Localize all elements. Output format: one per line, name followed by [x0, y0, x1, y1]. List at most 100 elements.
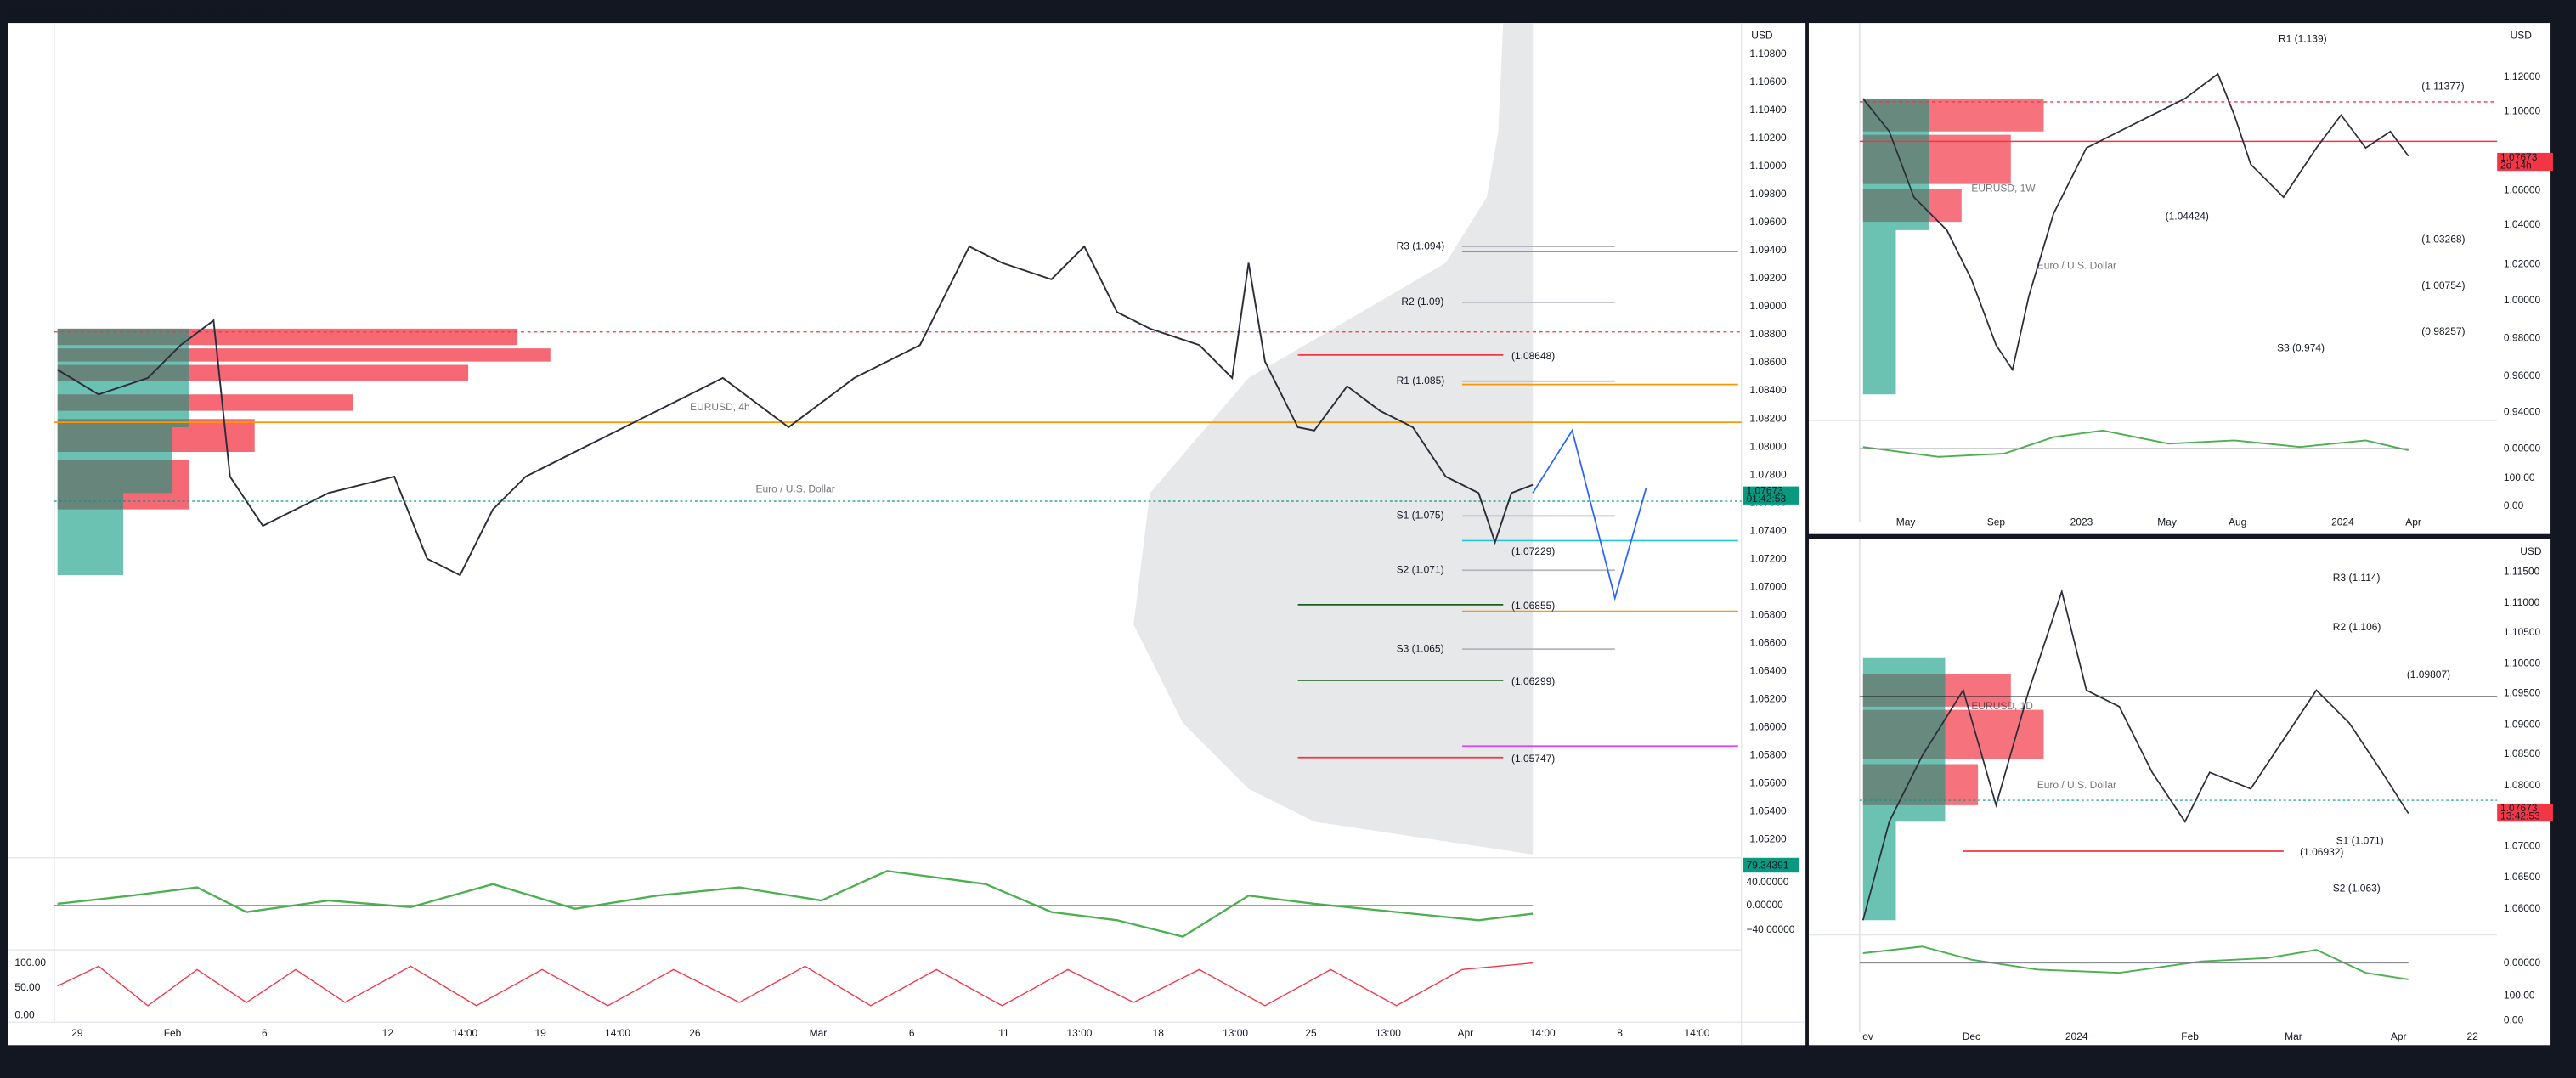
price-label: 1.07400: [1749, 524, 1787, 536]
time-label: 19: [535, 1027, 547, 1039]
level-label: (1.04424): [2166, 211, 2209, 223]
price-label: 1.10000: [2504, 658, 2541, 669]
time-label: 14:00: [605, 1027, 630, 1039]
level-label: R2 (1.106): [2333, 621, 2381, 633]
time-label: 6: [262, 1027, 268, 1039]
price-label: 0.94000: [2504, 406, 2541, 418]
time-label: 13:00: [1223, 1027, 1248, 1039]
currency: USD: [1751, 30, 1773, 42]
level-label: (1.06855): [1511, 600, 1555, 612]
price-label: 1.08400: [1749, 384, 1787, 396]
price-label: 1.06600: [1749, 636, 1787, 648]
price-label: 1.08200: [1749, 412, 1787, 424]
price-label: 0.96000: [2504, 370, 2541, 381]
time-label: Mar: [2285, 1030, 2302, 1042]
time-label: 12: [382, 1027, 394, 1039]
price-label: 1.06000: [2504, 902, 2541, 914]
currency: USD: [2511, 30, 2533, 42]
oscillator-label: −40.00000: [1746, 923, 1794, 935]
price-label: 1.06800: [1749, 608, 1787, 620]
price-label: 1.10000: [1749, 160, 1787, 172]
price-label: 1.05400: [1749, 805, 1787, 817]
last-price: 1.07673: [1746, 485, 1783, 497]
time-label: 22: [2467, 1030, 2479, 1042]
price-label: 1.12000: [2504, 71, 2541, 82]
level-label: R1 (1.139): [2279, 33, 2327, 45]
time-label: Apr: [2405, 516, 2421, 528]
watermark: EURUSD, 1W: [1971, 183, 2036, 195]
price-label: 1.07000: [2504, 839, 2541, 851]
time-label: 29: [71, 1027, 83, 1039]
oscillator-label: 0.00000: [2504, 957, 2541, 968]
price-label: 1.09400: [1749, 244, 1787, 256]
brand: TradingView: [23, 1058, 79, 1070]
price-label: 1.08500: [2504, 748, 2541, 759]
time-label: 18: [1153, 1027, 1165, 1039]
oscillator-label: 0.00000: [2504, 442, 2541, 454]
price-label: 1.00000: [2504, 294, 2541, 306]
oscillator-label: 100.00: [2504, 471, 2535, 483]
time-label: May: [2157, 516, 2177, 528]
time-label: Feb: [2181, 1030, 2199, 1042]
oscillator-label: 40.00000: [1746, 876, 1788, 888]
price-label: 1.06000: [2504, 184, 2541, 196]
time-label: Dec: [1963, 1030, 1980, 1042]
price-label: 1.10500: [2504, 626, 2541, 638]
stoch-label: 0.00: [14, 1009, 35, 1021]
price-label: 1.09500: [2504, 687, 2541, 699]
level-label: (1.00754): [2421, 279, 2465, 291]
price-label: 1.06500: [2504, 871, 2541, 883]
time-label: 2024: [2065, 1030, 2088, 1042]
level-label: S1 (1.075): [1397, 510, 1444, 522]
level-label: S3 (0.974): [2277, 341, 2325, 353]
level-label: (1.09807): [2407, 669, 2450, 680]
countdown: 01:42:53: [1746, 493, 1786, 505]
price-label: 1.10000: [2504, 105, 2541, 117]
currency: USD: [2520, 545, 2542, 557]
price-label: 1.09000: [1749, 300, 1787, 312]
time-label: 14:00: [452, 1027, 477, 1039]
level-label: S3 (1.065): [1397, 642, 1444, 654]
price-label: 1.07800: [1749, 468, 1787, 480]
level-label: (1.06932): [2300, 846, 2343, 858]
level-label: R3 (1.114): [2333, 572, 2381, 584]
price-label: 1.08600: [1749, 356, 1787, 368]
level-label: R3 (1.094): [1397, 240, 1445, 251]
time-label: 2024: [2331, 516, 2354, 528]
price-label: 0.98000: [2504, 332, 2541, 344]
price-label: 1.11000: [2504, 596, 2540, 608]
level-label: (0.98257): [2421, 325, 2465, 337]
stoch-label: 50.00: [14, 981, 40, 993]
price-label: 1.06000: [1749, 721, 1787, 733]
price-label: 1.07000: [1749, 580, 1787, 592]
level-label: (1.05747): [1511, 753, 1555, 765]
level-label: R1 (1.085): [1397, 375, 1445, 387]
price-label: 1.05800: [1749, 749, 1787, 761]
price-label: 1.09800: [1749, 188, 1787, 200]
level-label: S2 (1.063): [2333, 883, 2381, 895]
watermark-subtitle: Euro / U.S. Dollar: [2037, 779, 2116, 791]
watermark: EURUSD, 4h: [690, 401, 750, 413]
price-badge: [1743, 486, 1799, 505]
level-label: S1 (1.071): [2336, 835, 2384, 847]
price-label: 1.05600: [1749, 777, 1787, 789]
time-label: Apr: [1458, 1027, 1474, 1039]
publisher: Tickmill published on TradingView.com, A…: [8, 5, 310, 17]
price-label: 1.09000: [2504, 718, 2541, 730]
time-label: May: [1896, 516, 1916, 528]
last-price: 1.07673: [2500, 151, 2538, 163]
oscillator-label: 0.00: [2504, 499, 2524, 511]
time-label: Mar: [810, 1027, 828, 1039]
watermark-subtitle: Euro / U.S. Dollar: [2037, 260, 2116, 272]
price-label: 1.05200: [1749, 833, 1787, 845]
oscillator-label: 100.00: [2504, 989, 2535, 1001]
time-label: 14:00: [1530, 1027, 1556, 1039]
price-badge: [2497, 152, 2553, 172]
price-label: 1.09200: [1749, 272, 1787, 284]
time-label: 25: [1305, 1027, 1317, 1039]
price-label: 1.10600: [1749, 76, 1787, 87]
price-label: 1.10800: [1749, 48, 1787, 59]
time-label: 13:00: [1376, 1027, 1401, 1039]
